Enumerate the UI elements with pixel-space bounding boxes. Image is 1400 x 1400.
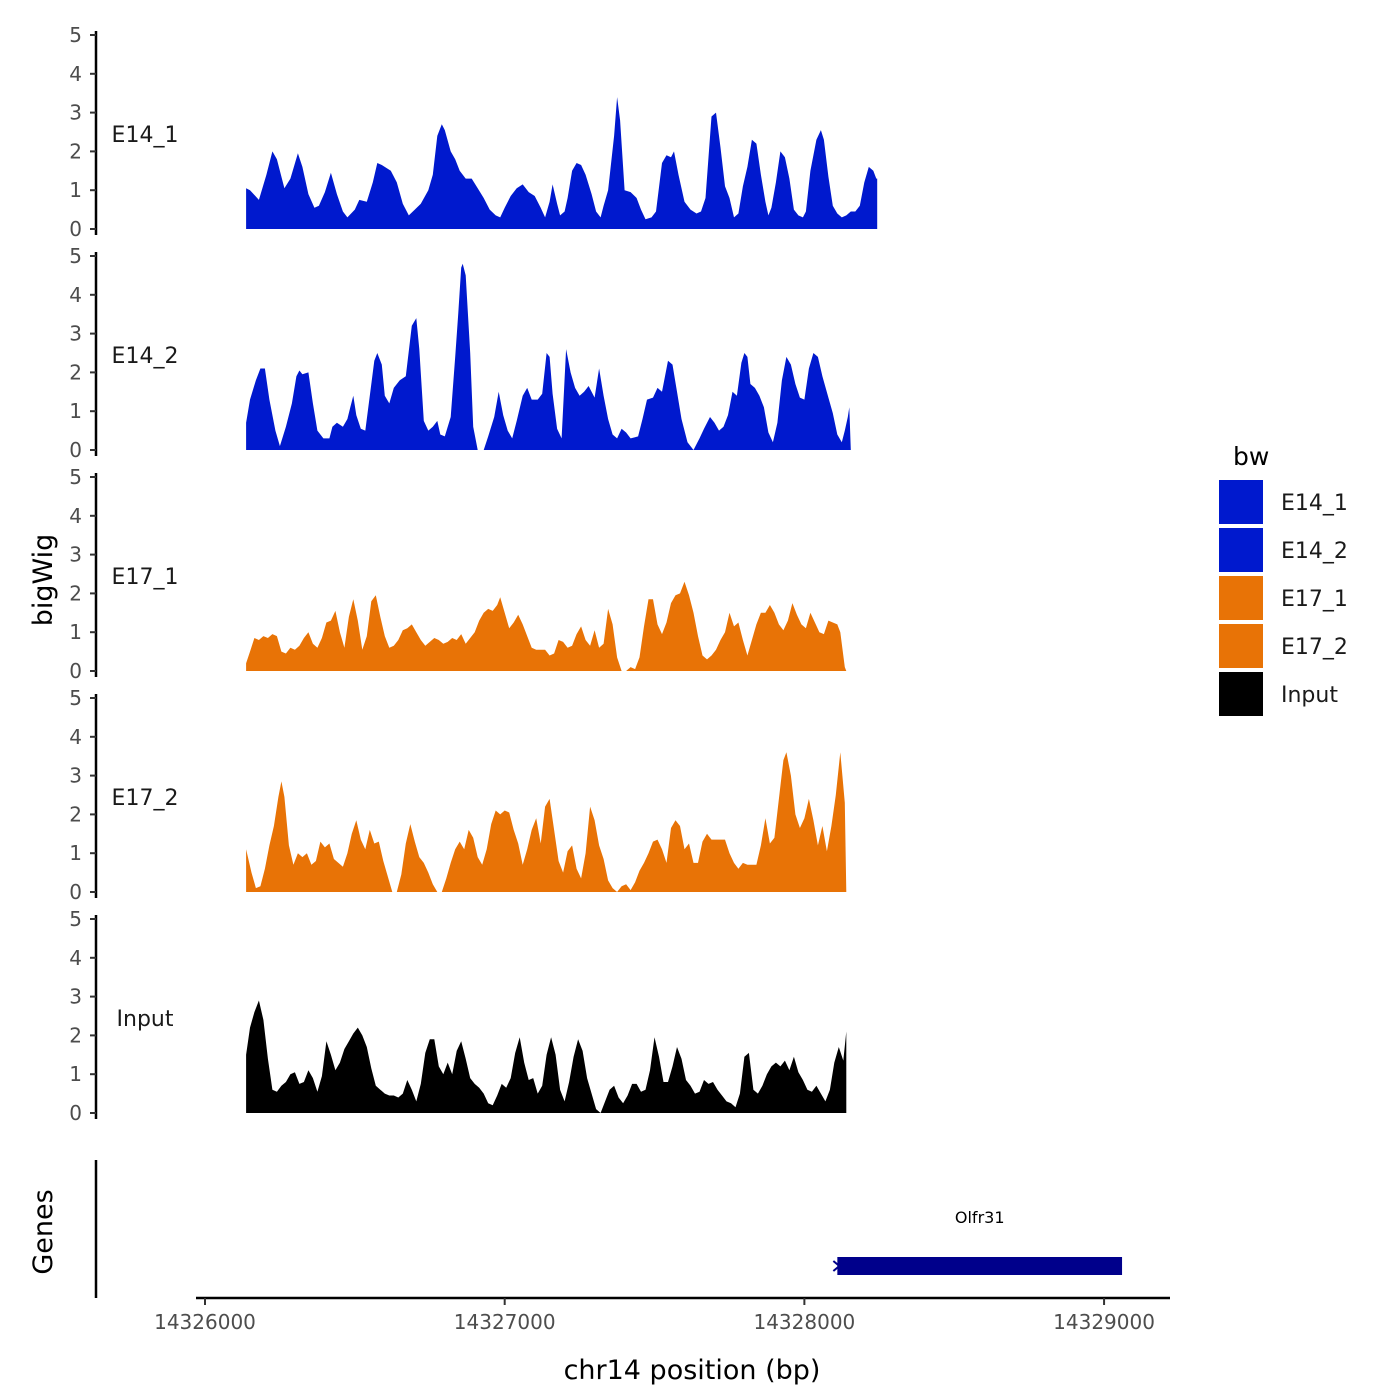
y-tick-label: 5 <box>69 907 82 931</box>
legend-label-input: Input <box>1281 683 1338 708</box>
coverage-area-e14_1 <box>246 97 878 229</box>
legend: bw E14_1 E14_2 E17_1 E17_2 Input <box>1219 442 1348 716</box>
y-tick-label: 4 <box>69 946 82 970</box>
legend-key-input <box>1219 672 1263 716</box>
track-label-e17_1: E17_1 <box>112 565 179 590</box>
y-tick-label: 0 <box>69 438 82 462</box>
y-tick-label: 2 <box>69 1023 82 1047</box>
y-tick-label: 4 <box>69 725 82 749</box>
x-axis-title: chr14 position (bp) <box>564 1355 821 1386</box>
track-label-e14_2: E14_2 <box>112 344 179 369</box>
legend-key-e14_1 <box>1219 480 1263 524</box>
x-tick-label: 14328000 <box>753 1310 855 1334</box>
x-tick-label: 14327000 <box>454 1310 556 1334</box>
legend-key-e14_2 <box>1219 528 1263 572</box>
gene-strand-arrow <box>832 1260 841 1272</box>
y-tick-label: 0 <box>69 1101 82 1125</box>
gene-label-olfr31: Olfr31 <box>955 1208 1005 1227</box>
y-tick-label: 3 <box>69 985 82 1009</box>
y-tick-label: 5 <box>69 244 82 268</box>
bigwig-panels: 0 1 2 3 4 5 E14_1 0 1 2 3 4 5 E14_2 0 1 2 3 4 5 E17_1 0 1 2 3 4 5 E… <box>69 23 878 1125</box>
track-label-input: Input <box>117 1007 174 1032</box>
y-tick-label: 5 <box>69 465 82 489</box>
y-tick-label: 2 <box>69 802 82 826</box>
x-axis: 14326000 14327000 14328000 14329000 <box>154 1296 1170 1334</box>
track-label-e17_2: E17_2 <box>112 786 179 811</box>
y-tick-label: 3 <box>69 764 82 788</box>
y-tick-label: 1 <box>69 399 82 423</box>
y-tick-label: 5 <box>69 23 82 47</box>
genes-panel: Olfr31 <box>94 1160 1123 1298</box>
track-panel-e14_1: 0 1 2 3 4 5 E14_1 <box>69 23 878 241</box>
coverage-area-e17_2 <box>246 752 847 892</box>
legend-label-e17_1: E17_1 <box>1281 587 1348 612</box>
y-tick-label: 1 <box>69 178 82 202</box>
y-tick-label: 1 <box>69 620 82 644</box>
legend-label-e14_2: E14_2 <box>1281 539 1348 564</box>
y-tick-label: 0 <box>69 659 82 683</box>
y-tick-label: 1 <box>69 1062 82 1086</box>
y-tick-label: 4 <box>69 62 82 86</box>
track-label-e14_1: E14_1 <box>112 123 179 148</box>
y-tick-label: 2 <box>69 581 82 605</box>
gene-body-olfr31 <box>837 1257 1123 1275</box>
coverage-area-e14_2 <box>246 263 851 450</box>
y-tick-label: 2 <box>69 360 82 384</box>
legend-key-e17_1 <box>1219 576 1263 620</box>
track-panel-input: 0 1 2 3 4 5 Input <box>69 907 847 1125</box>
y-tick-label: 5 <box>69 686 82 710</box>
y-axis-title: bigWig <box>28 534 59 627</box>
y-tick-label: 4 <box>69 504 82 528</box>
y-tick-label: 0 <box>69 217 82 241</box>
y-tick-label: 4 <box>69 283 82 307</box>
y-tick-label: 3 <box>69 101 82 125</box>
y-tick-label: 1 <box>69 841 82 865</box>
legend-label-e17_2: E17_2 <box>1281 635 1348 660</box>
y-tick-label: 3 <box>69 543 82 567</box>
track-panel-e14_2: 0 1 2 3 4 5 E14_2 <box>69 244 851 462</box>
track-panel-e17_1: 0 1 2 3 4 5 E17_1 <box>69 465 847 683</box>
y-tick-label: 2 <box>69 139 82 163</box>
legend-label-e14_1: E14_1 <box>1281 491 1348 516</box>
legend-key-e17_2 <box>1219 624 1263 668</box>
coverage-area-input <box>246 1000 847 1113</box>
genes-axis-title: Genes <box>28 1189 59 1274</box>
x-tick-label: 14326000 <box>154 1310 256 1334</box>
coverage-area-e17_1 <box>246 581 847 671</box>
y-tick-label: 3 <box>69 322 82 346</box>
x-tick-label: 14329000 <box>1053 1310 1155 1334</box>
track-panel-e17_2: 0 1 2 3 4 5 E17_2 <box>69 686 847 904</box>
y-tick-label: 0 <box>69 880 82 904</box>
legend-title: bw <box>1233 442 1269 471</box>
